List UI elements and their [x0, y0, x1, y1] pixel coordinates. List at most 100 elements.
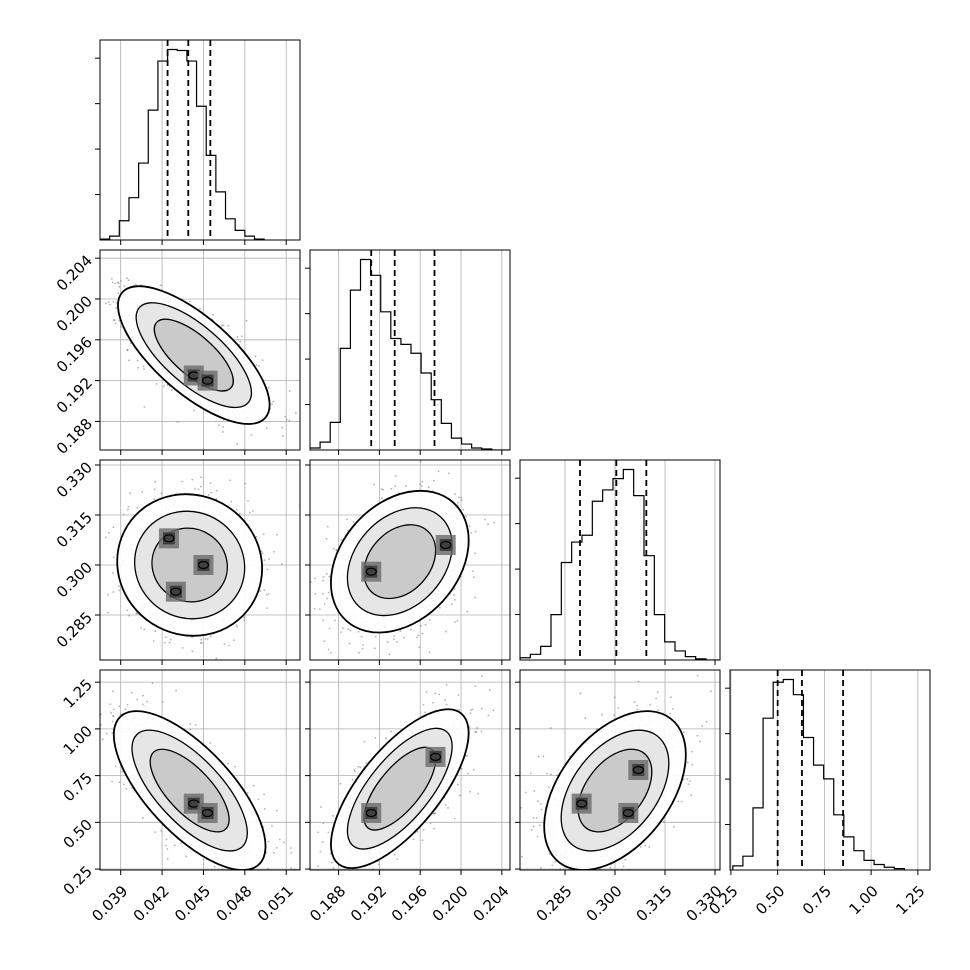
sample-point: [271, 403, 273, 406]
sample-point: [98, 567, 100, 569]
contour-peak: [163, 534, 175, 543]
sample-point: [116, 281, 119, 284]
sample-point: [127, 359, 130, 362]
sample-point: [97, 510, 99, 512]
sample-point: [474, 596, 477, 599]
sample-point: [484, 518, 487, 521]
sample-point: [326, 597, 328, 600]
sample-point: [472, 570, 474, 572]
sample-point: [120, 326, 122, 328]
sample-point: [126, 348, 129, 351]
sample-point: [127, 508, 129, 511]
sample-point: [114, 282, 117, 285]
sample-point: [470, 531, 472, 534]
sample-point: [326, 525, 329, 528]
sample-point: [314, 577, 316, 580]
contour-peak: [170, 587, 182, 596]
sample-point: [255, 535, 258, 538]
sample-point: [421, 481, 424, 483]
density-cell: [439, 539, 452, 551]
sample-point: [302, 617, 304, 619]
sample-point: [64, 261, 66, 263]
sample-point: [382, 488, 384, 491]
sample-point: [143, 628, 146, 631]
sample-point: [390, 487, 393, 490]
sample-point: [330, 652, 332, 654]
sample-point: [128, 614, 131, 617]
sample-point: [112, 572, 114, 574]
sample-point: [447, 472, 450, 475]
sample-point: [122, 513, 125, 516]
sample-point: [405, 485, 407, 488]
sample-point: [113, 319, 116, 321]
sample-point: [118, 285, 121, 288]
sample-point: [340, 631, 342, 633]
sample-point: [236, 626, 238, 628]
sample-point: [328, 627, 331, 630]
sample-point: [97, 610, 99, 612]
sample-point: [420, 485, 423, 487]
panel-frame: [99, 459, 301, 661]
panel-frame: [519, 459, 721, 661]
sample-point: [200, 476, 202, 479]
sample-point: [349, 629, 352, 632]
contour-level: [363, 524, 437, 600]
sample-point: [255, 364, 258, 366]
sample-point: [373, 647, 376, 650]
sample-point: [281, 426, 284, 429]
sample-point: [117, 292, 120, 294]
density-cell: [162, 532, 175, 545]
sample-point: [468, 525, 471, 528]
sample-point: [335, 549, 338, 552]
histogram-step: [520, 468, 720, 660]
sample-point: [261, 359, 264, 362]
sample-point: [181, 480, 184, 483]
sample-point: [357, 631, 360, 633]
sample-point: [419, 483, 421, 486]
joint-content: [302, 460, 496, 656]
sample-point: [410, 628, 412, 631]
sample-point: [91, 545, 93, 547]
sample-point: [313, 607, 316, 610]
sample-point: [332, 547, 335, 550]
sample-point: [321, 592, 324, 595]
sample-point: [381, 497, 383, 500]
sample-point: [342, 627, 344, 630]
sample-point: [104, 536, 107, 539]
sample-point: [112, 591, 115, 593]
sample-point: [461, 499, 463, 501]
sample-point: [112, 526, 115, 528]
sample-point: [427, 486, 430, 489]
sample-point: [240, 335, 243, 338]
sample-point: [199, 307, 201, 310]
sample-point: [462, 508, 465, 511]
sample-point: [373, 483, 375, 486]
sample-point: [263, 559, 266, 561]
sample-point: [388, 653, 391, 656]
sample-point: [117, 282, 120, 285]
sample-point: [399, 630, 402, 633]
sample-point: [107, 611, 109, 614]
sample-point: [258, 365, 260, 367]
sample-point: [323, 603, 326, 605]
sample-point: [112, 556, 115, 559]
sample-point: [393, 635, 396, 637]
histogram-step: [310, 258, 510, 450]
sample-point: [193, 409, 195, 412]
sample-point: [181, 647, 184, 649]
sample-point: [493, 521, 496, 524]
histogram-panel-2: [515, 459, 721, 665]
histogram-panel-3: [725, 669, 931, 875]
histogram-step: [732, 678, 905, 870]
sample-point: [142, 365, 145, 368]
sample-point: [109, 303, 111, 306]
sample-point: [129, 342, 132, 345]
sample-point: [112, 319, 115, 322]
sample-point: [386, 641, 389, 643]
sample-point: [259, 590, 262, 593]
sample-point: [273, 550, 275, 553]
sample-point: [288, 390, 291, 392]
sample-point: [272, 400, 275, 403]
sample-point: [288, 419, 291, 422]
sample-point: [346, 518, 348, 521]
